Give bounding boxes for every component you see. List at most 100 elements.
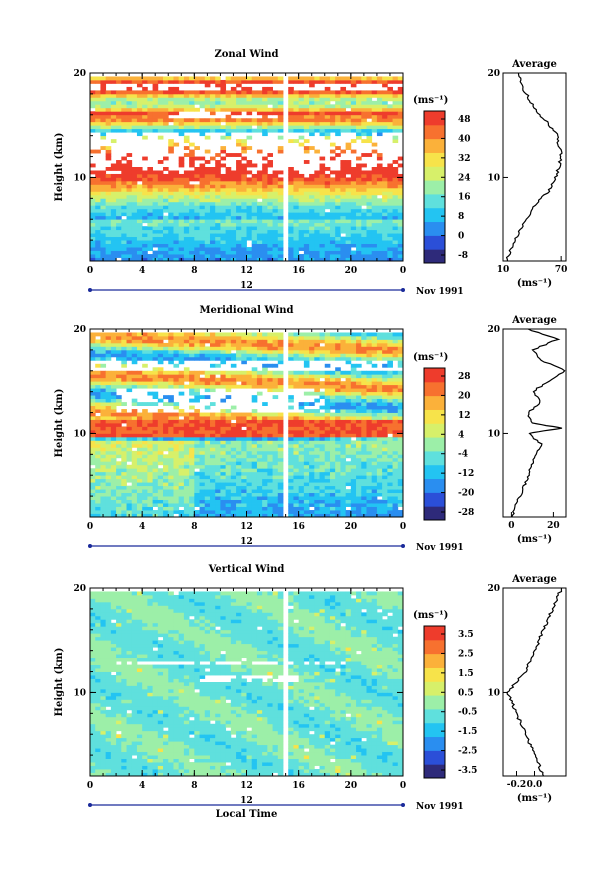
heatmap-cell: [199, 377, 206, 382]
heatmap-cell: [267, 187, 273, 192]
heatmap-cell: [277, 353, 284, 358]
heatmap-cell: [387, 194, 393, 199]
heatmap-cell: [121, 97, 127, 102]
heatmap-cell: [387, 233, 393, 238]
heatmap-cell: [209, 121, 216, 126]
colorbar-swatch: [424, 152, 445, 167]
heatmap-cell: [100, 86, 107, 91]
heatmap-cell: [126, 381, 133, 386]
heatmap-cell: [241, 450, 247, 455]
heatmap-cell: [251, 212, 258, 217]
heatmap-cell: [262, 236, 268, 241]
heatmap-cell: [267, 163, 273, 168]
heatmap-cell: [157, 398, 164, 403]
heatmap-cell: [157, 506, 164, 511]
heatmap-cell: [121, 205, 127, 210]
heatmap-cell: [204, 215, 211, 220]
heatmap-cell: [199, 170, 206, 175]
heatmap-cell: [335, 335, 341, 340]
heatmap-cell: [199, 243, 206, 248]
heatmap-cell: [173, 107, 180, 112]
heatmap-cell: [267, 346, 273, 351]
heatmap-cell: [288, 205, 294, 210]
heatmap-cell: [126, 212, 133, 217]
heatmap-cell: [126, 198, 133, 203]
heatmap-cell: [288, 346, 294, 351]
heatmap-cell: [168, 402, 174, 406]
heatmap-cell: [126, 100, 133, 105]
heatmap-cell: [324, 433, 331, 438]
heatmap-cell: [356, 90, 362, 95]
heatmap-cell: [230, 212, 237, 217]
heatmap-cell: [277, 412, 284, 417]
heatmap-cell: [157, 243, 164, 248]
heatmap-cell: [387, 205, 393, 210]
heatmap-cell: [220, 233, 227, 238]
heatmap-cell: [241, 149, 247, 154]
heatmap-cell: [142, 475, 148, 480]
heatmap-cell: [157, 97, 164, 102]
heatmap-cell: [178, 180, 185, 185]
heatmap-cell: [136, 198, 143, 203]
heatmap-cell: [183, 184, 190, 189]
heatmap-cell: [303, 222, 310, 227]
heatmap-cell: [225, 506, 232, 511]
heatmap-cell: [397, 90, 404, 95]
heatmap-cell: [157, 436, 164, 441]
heatmap-cell: [329, 184, 336, 189]
heatmap-cell: [314, 346, 320, 351]
heatmap-cell: [173, 374, 180, 379]
heatmap-cell: [350, 205, 357, 210]
heatmap-cell: [131, 208, 138, 213]
heatmap-cell: [178, 100, 185, 105]
heatmap-cell: [345, 93, 352, 98]
heatmap-cell: [387, 212, 393, 217]
heatmap-cell: [319, 173, 326, 178]
heatmap-cell: [126, 342, 133, 347]
heatmap-cell: [324, 86, 331, 91]
heatmap-cell: [189, 173, 195, 178]
heatmap-cell: [324, 429, 331, 434]
heatmap-cell: [168, 461, 174, 466]
heatmap-cell: [126, 356, 133, 361]
heatmap-cell: [345, 236, 352, 241]
heatmap-cell: [324, 132, 331, 137]
heatmap-cell: [168, 177, 174, 182]
heatmap-cell: [288, 471, 294, 476]
heatmap-cell: [329, 370, 336, 375]
heatmap-cell: [142, 219, 148, 224]
heatmap-cell: [319, 128, 326, 133]
heatmap-cell: [168, 489, 174, 494]
heatmap-cell: [340, 412, 347, 417]
heatmap-cell: [199, 423, 206, 427]
heatmap-cell: [199, 177, 206, 182]
heatmap-cell: [298, 346, 305, 351]
heatmap-cell: [90, 208, 96, 213]
heatmap-cell: [131, 184, 138, 189]
heatmap-cell: [152, 243, 159, 248]
heatmap-cell: [194, 436, 200, 441]
heatmap-cell: [303, 149, 310, 154]
heatmap-cell: [163, 191, 169, 196]
heatmap-cell: [366, 139, 373, 144]
heatmap-cell: [194, 79, 200, 84]
heatmap-cell: [387, 121, 393, 126]
x-tick-label: 16: [292, 266, 305, 276]
heatmap-cell: [95, 370, 101, 375]
heatmap-cell: [225, 429, 232, 434]
heatmap-cell: [116, 114, 122, 119]
heatmap-cell: [350, 104, 357, 109]
heatmap-cell: [277, 436, 284, 441]
heatmap-cell: [298, 475, 305, 480]
heatmap-cell: [163, 342, 169, 347]
heatmap-cell: [178, 215, 185, 220]
heatmap-cell: [194, 121, 200, 126]
heatmap-cell: [324, 450, 331, 455]
heatmap-cell: [340, 381, 347, 386]
heatmap-cell: [152, 492, 159, 497]
heatmap-cell: [267, 416, 273, 420]
heatmap-cell: [356, 184, 362, 189]
heatmap-cell: [356, 506, 362, 511]
heatmap-cell: [189, 198, 195, 203]
